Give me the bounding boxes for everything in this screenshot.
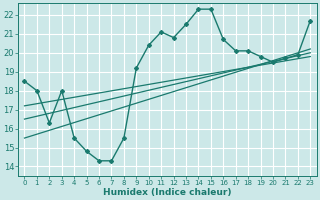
X-axis label: Humidex (Indice chaleur): Humidex (Indice chaleur) [103,188,232,197]
